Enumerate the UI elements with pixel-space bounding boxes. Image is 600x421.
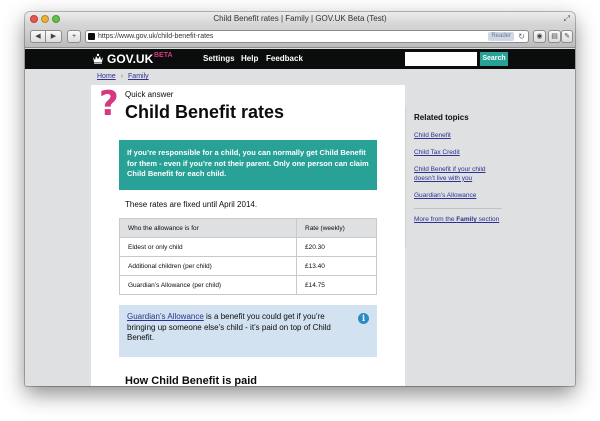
article: ? Quick answer Child Benefit rates If yo… [91, 85, 405, 386]
browser-window: Child Benefit rates | Family | GOV.UK Be… [25, 12, 575, 386]
table-cell: £13.40 [296, 256, 377, 276]
related-topics-panel: Related topics Child Benefit Child Tax C… [405, 106, 509, 247]
breadcrumb-family-link[interactable]: Family [128, 73, 149, 80]
more-section-name: Family [456, 216, 477, 223]
back-button[interactable]: ◀ [30, 30, 46, 43]
forward-button[interactable]: ▶ [46, 30, 62, 43]
info-text: is a benefit you could get if you’re bri… [127, 312, 331, 342]
search-input[interactable] [405, 52, 477, 66]
nav-feedback-link[interactable]: Feedback [266, 54, 303, 63]
minimize-window-icon[interactable] [41, 15, 49, 23]
zoom-window-icon[interactable] [52, 15, 60, 23]
rates-table: Who the allowance is for Rate (weekly) E… [119, 218, 377, 295]
info-icon: i [358, 313, 369, 324]
table-row: Eldest or only child £20.30 [119, 237, 377, 257]
more-prefix: More from the [414, 216, 457, 223]
breadcrumb-home-link[interactable]: Home [97, 73, 116, 80]
question-mark-icon: ? [99, 84, 119, 124]
related-link[interactable]: Child Benefit if your child doesn’t live… [414, 166, 486, 182]
related-link[interactable]: Guardian’s Allowance [414, 191, 477, 199]
table-cell: Additional children (per child) [119, 256, 297, 276]
crown-icon [93, 53, 103, 64]
address-bar[interactable]: https://www.gov.uk/child-benefit-rates R… [85, 30, 529, 43]
address-url: https://www.gov.uk/child-benefit-rates [98, 33, 214, 40]
table-header-cell: Rate (weekly) [296, 218, 377, 238]
breadcrumb: Home › Family [97, 72, 149, 81]
rates-note: These rates are fixed until April 2014. [125, 200, 258, 209]
format-label: Quick answer [125, 90, 174, 99]
related-link[interactable]: Child Benefit [414, 132, 451, 139]
forward-icon: ▶ [50, 33, 57, 40]
title-bar: Child Benefit rates | Family | GOV.UK Be… [25, 12, 575, 26]
plus-icon: + [71, 33, 77, 40]
govuk-header: GOV.UK BETA Settings Help Feedback Searc… [25, 49, 575, 69]
guardians-allowance-link[interactable]: Guardian’s Allowance [127, 312, 204, 321]
close-window-icon[interactable] [30, 15, 38, 23]
section-heading: How Child Benefit is paid [125, 375, 258, 386]
related-links-list: Child Benefit Child Tax Credit Child Ben… [414, 132, 506, 209]
favicon-icon [88, 33, 95, 40]
table-row: Additional children (per child) £13.40 [119, 256, 377, 276]
settings-icon[interactable]: ✎ [561, 30, 573, 43]
table-cell: Guardian’s Allowance (per child) [119, 275, 297, 295]
summary-box: If you’re responsible for a child, you c… [119, 140, 377, 190]
reload-icon[interactable]: ↻ [518, 32, 525, 41]
info-callout: Guardian’s Allowance is a benefit you co… [119, 305, 377, 357]
fullscreen-icon[interactable]: ⤢ [563, 14, 570, 23]
back-icon: ◀ [35, 33, 41, 40]
table-cell: Eldest or only child [119, 237, 297, 257]
table-header-row: Who the allowance is for Rate (weekly) [119, 218, 377, 238]
more-suffix: section [476, 216, 500, 223]
page-title: Child Benefit rates [125, 102, 285, 122]
breadcrumb-separator-icon: › [120, 73, 124, 80]
add-bookmark-button[interactable]: + [67, 30, 81, 43]
reader-button[interactable]: Reader [488, 32, 514, 41]
table-cell: £20.30 [296, 237, 377, 257]
page-viewport: GOV.UK BETA Settings Help Feedback Searc… [25, 49, 575, 386]
divider [414, 208, 502, 209]
table-cell: £14.75 [296, 275, 377, 295]
stop-icon[interactable]: ◉ [533, 30, 546, 43]
related-topics-title: Related topics [414, 113, 469, 122]
nav-help-link[interactable]: Help [241, 54, 259, 63]
beta-tag: BETA [154, 52, 173, 59]
nav-settings-link[interactable]: Settings [203, 54, 235, 63]
search-button[interactable]: Search [480, 52, 508, 66]
table-row: Guardian’s Allowance (per child) £14.75 [119, 275, 377, 295]
related-link[interactable]: Child Tax Credit [414, 149, 460, 156]
browser-toolbar: ◀ ▶ + https://www.gov.uk/child-benefit-r… [25, 26, 575, 48]
more-from-section-link[interactable]: More from the Family section [414, 216, 506, 225]
govuk-logo[interactable]: GOV.UK [107, 52, 154, 66]
window-title: Child Benefit rates | Family | GOV.UK Be… [213, 14, 387, 23]
table-header-cell: Who the allowance is for [119, 218, 297, 238]
share-icon[interactable]: ▤ [548, 30, 561, 43]
